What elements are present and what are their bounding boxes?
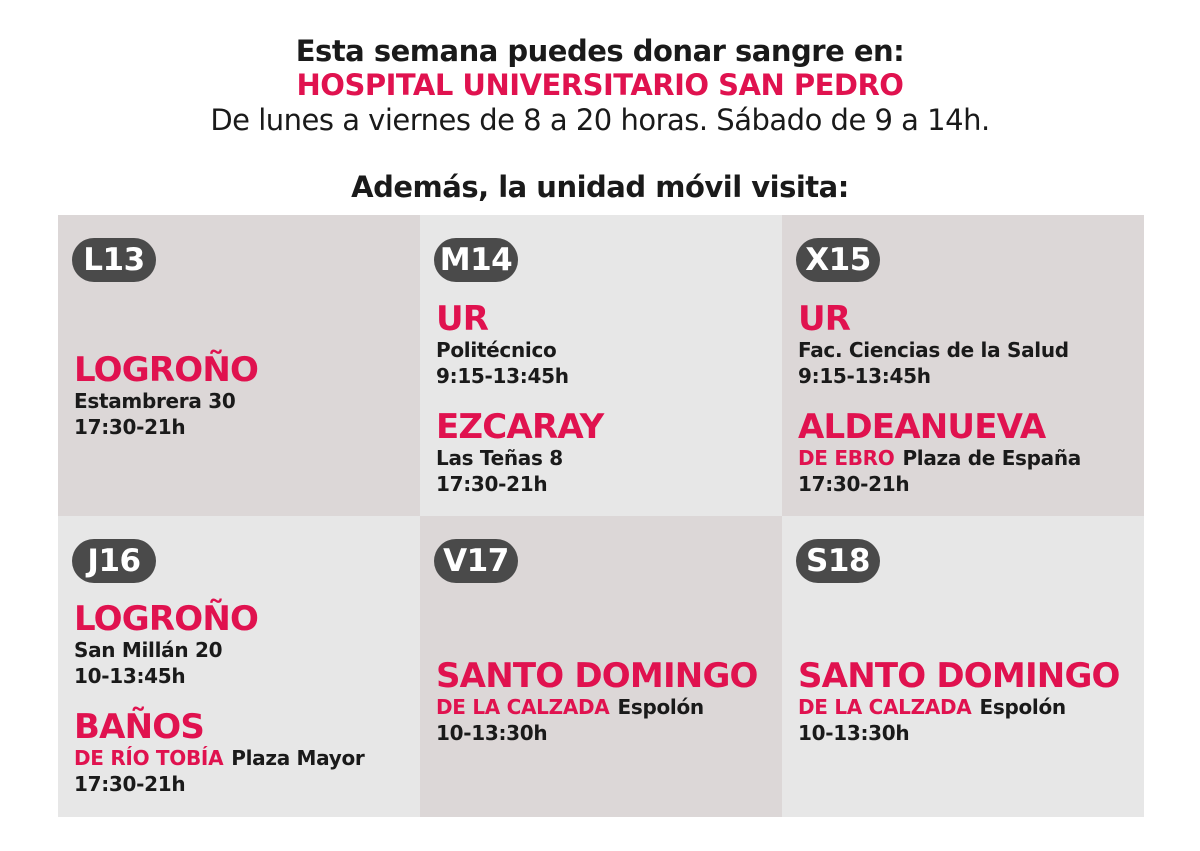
schedule-grid: L13 LOGROÑO Estambrera 30 17:30-21h M14 … xyxy=(58,215,1144,817)
location-entry: SANTO DOMINGO DE LA CALZADA Espolón 10-13… xyxy=(436,658,758,746)
day-badge: J16 xyxy=(72,539,156,583)
location-address: Estambrera 30 xyxy=(74,389,236,413)
location-time: 17:30-21h xyxy=(798,472,910,496)
location-address: Las Teñas 8 xyxy=(436,446,563,470)
location-time: 9:15-13:45h xyxy=(436,364,569,388)
location-time: 10-13:30h xyxy=(798,721,910,745)
location-address: San Millán 20 xyxy=(74,638,223,662)
day-cell-v17: V17 SANTO DOMINGO DE LA CALZADA Espolón 1… xyxy=(420,516,782,817)
location-address: Fac. Ciencias de la Salud xyxy=(798,338,1069,362)
day-cell-l13: L13 LOGROÑO Estambrera 30 17:30-21h xyxy=(58,215,420,516)
city-subname: DE LA CALZADA xyxy=(436,695,610,719)
day-cell-j16: J16 LOGROÑO San Millán 20 10-13:45h BAÑO… xyxy=(58,516,420,817)
header-intro: Esta semana puedes donar sangre en: xyxy=(295,34,905,68)
city-name: EZCARAY xyxy=(436,407,604,447)
location-entry: BAÑOS DE RÍO TOBÍA Plaza Mayor 17:30-21h xyxy=(74,707,365,797)
hospital-name: HOSPITAL UNIVERSITARIO SAN PEDRO xyxy=(296,68,904,102)
location-entry: UR Fac. Ciencias de la Salud 9:15-13:45h xyxy=(798,301,1069,389)
city-name: BAÑOS xyxy=(74,707,205,747)
day-cell-m14: M14 UR Politécnico 9:15-13:45h EZCARAY L… xyxy=(420,215,782,516)
location-entry: LOGROÑO Estambrera 30 17:30-21h xyxy=(74,350,259,440)
location-address: Espolón xyxy=(979,695,1066,719)
location-entry: UR Politécnico 9:15-13:45h xyxy=(436,301,569,389)
city-name: SANTO DOMINGO xyxy=(798,656,1120,696)
location-time: 17:30-21h xyxy=(436,472,548,496)
location-address: Plaza de España xyxy=(902,446,1082,470)
location-entry: EZCARAY Las Teñas 8 17:30-21h xyxy=(436,407,604,497)
day-cell-x15: X15 UR Fac. Ciencias de la Salud 9:15-13… xyxy=(782,215,1144,516)
day-badge: S18 xyxy=(796,539,880,583)
location-address-line: DE LA CALZADA Espolón xyxy=(436,694,758,720)
location-time: 17:30-21h xyxy=(74,772,186,796)
mobile-unit-intro: Además, la unidad móvil visita: xyxy=(351,170,849,204)
location-time: 10-13:30h xyxy=(436,721,548,745)
city-name: ALDEANUEVA xyxy=(798,407,1046,447)
day-badge: V17 xyxy=(434,539,518,583)
day-cell-s18: S18 SANTO DOMINGO DE LA CALZADA Espolón 1… xyxy=(782,516,1144,817)
city-name: SANTO DOMINGO xyxy=(436,656,758,696)
location-time: 17:30-21h xyxy=(74,415,186,439)
day-badge: X15 xyxy=(796,238,880,282)
location-address: Plaza Mayor xyxy=(231,746,365,770)
city-subname: DE EBRO xyxy=(798,446,895,470)
location-address-line: DE LA CALZADA Espolón xyxy=(798,694,1120,720)
location-entry: ALDEANUEVA DE EBRO Plaza de España 17:30-… xyxy=(798,409,1081,497)
location-address-line: DE EBRO Plaza de España xyxy=(798,445,1081,471)
hospital-hours: De lunes a viernes de 8 a 20 horas. Sába… xyxy=(210,103,990,137)
location-address: Politécnico xyxy=(436,338,557,362)
city-name: UR xyxy=(436,299,489,339)
day-badge: L13 xyxy=(72,238,156,282)
location-address: Espolón xyxy=(617,695,704,719)
location-time: 9:15-13:45h xyxy=(798,364,931,388)
location-time: 10-13:45h xyxy=(74,664,186,688)
location-address-line: DE RÍO TOBÍA Plaza Mayor xyxy=(74,745,365,771)
location-entry: SANTO DOMINGO DE LA CALZADA Espolón 10-13… xyxy=(798,658,1120,746)
day-badge: M14 xyxy=(434,238,518,282)
location-entry: LOGROÑO San Millán 20 10-13:45h xyxy=(74,599,259,689)
city-subname: DE LA CALZADA xyxy=(798,695,972,719)
city-subname: DE RÍO TOBÍA xyxy=(74,746,224,770)
city-name: LOGROÑO xyxy=(74,350,259,390)
city-name: LOGROÑO xyxy=(74,599,259,639)
city-name: UR xyxy=(798,299,851,339)
